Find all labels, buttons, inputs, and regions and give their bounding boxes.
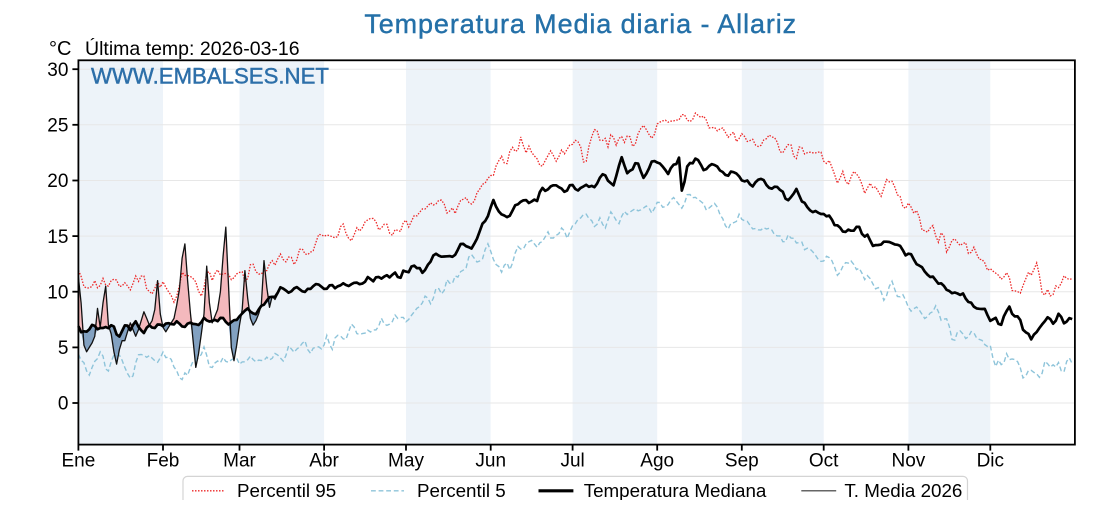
svg-text:5: 5 <box>58 338 69 359</box>
svg-text:15: 15 <box>47 227 68 248</box>
svg-text:Sep: Sep <box>725 451 759 472</box>
svg-text:Mar: Mar <box>223 451 256 472</box>
svg-text:Nov: Nov <box>892 451 926 472</box>
svg-text:May: May <box>388 451 424 472</box>
svg-text:Ene: Ene <box>61 451 95 472</box>
svg-text:10: 10 <box>47 282 68 303</box>
svg-text:Jul: Jul <box>560 451 584 472</box>
svg-text:Abr: Abr <box>309 451 339 472</box>
svg-text:WWW.EMBALSES.NET: WWW.EMBALSES.NET <box>91 64 329 89</box>
svg-text:Feb: Feb <box>147 451 180 472</box>
svg-text:Temperatura Media diaria - All: Temperatura Media diaria - Allariz <box>364 9 797 39</box>
svg-text:Jun: Jun <box>475 451 506 472</box>
svg-text:°C: °C <box>49 38 71 60</box>
svg-text:Última temp: 2026-03-16: Última temp: 2026-03-16 <box>85 37 300 60</box>
svg-text:30: 30 <box>47 60 68 81</box>
svg-text:Percentil 5: Percentil 5 <box>417 480 506 500</box>
svg-text:Oct: Oct <box>809 451 839 472</box>
svg-text:25: 25 <box>47 116 68 137</box>
svg-text:Dic: Dic <box>977 451 1004 472</box>
svg-text:Temperatura Mediana: Temperatura Mediana <box>584 480 767 500</box>
svg-text:0: 0 <box>58 394 69 415</box>
svg-text:20: 20 <box>47 171 68 192</box>
svg-text:Ago: Ago <box>640 451 674 472</box>
svg-text:T. Media 2026: T. Media 2026 <box>844 480 962 500</box>
svg-text:Percentil 95: Percentil 95 <box>237 480 336 500</box>
